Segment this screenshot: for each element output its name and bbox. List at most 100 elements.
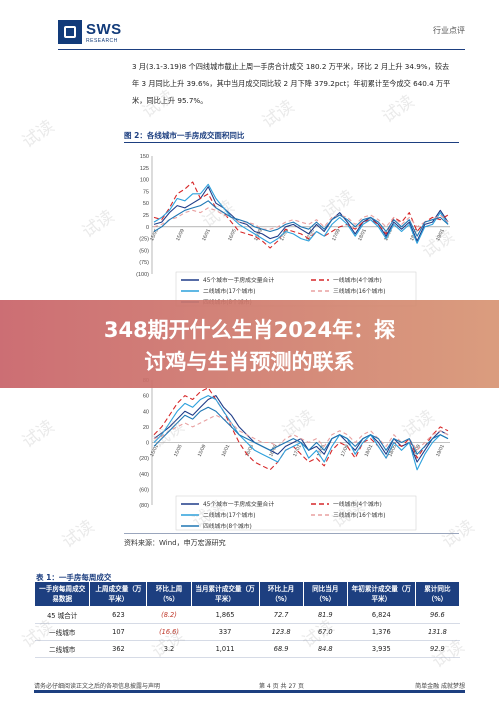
y-tick-label: 60 [143,394,149,400]
series-line [153,395,449,471]
y-tick-label: 125 [140,166,149,172]
y-tick-label: 150 [140,154,149,160]
table-cell: 一线城市 [34,623,90,641]
table-cell: 1,011 [191,640,259,658]
footer-page-number: 第 4 页 共 27 页 [259,683,304,690]
legend-label: 二线城市(17个城市) [203,287,255,295]
y-tick-label: 0 [146,225,149,231]
footer-slogan: 简单金融 成就梦想 [415,683,465,690]
section-label: 行业点评 [433,26,465,35]
x-tick-label: 18/05 [387,444,398,458]
legend-label: 三线城市(16个城市) [333,511,385,519]
header-divider [58,49,465,50]
x-tick-label: 17/09 [331,228,342,242]
table-cell: 81.9 [303,606,348,624]
x-tick-label: 17/05 [305,228,316,242]
y-tick-label: 50 [143,201,149,207]
x-tick-label: 15/05 [173,444,184,458]
legend-box [175,495,417,531]
legend-label: 一线城市(4个城市) [333,276,382,284]
table-cell: (16.6) [146,623,192,641]
y-tick-label: (75) [139,260,149,266]
y-tick-label: 20 [143,425,149,431]
table-header-cell: 累计同比（%） [414,581,461,607]
watermark-text: 试读 [18,416,59,453]
y-tick-label: (25) [139,237,149,243]
x-tick-label: 16/09 [253,228,264,242]
series-line [153,186,449,242]
table-header-cell: 环比上周（%） [146,581,192,607]
table-cell: 6,824 [347,606,416,624]
source-note: 资料来源：Wind，申万宏源研究 [124,539,226,547]
sws-logo: SWS RESEARCH [58,20,122,48]
y-tick-label: 40 [143,409,149,415]
logo-brand: SWS [86,21,122,38]
body-paragraph: 3 月(3.1-3.19)8 个四线城市截止上周一手房合计成交 180.2 万平… [132,62,451,105]
x-tick-label: 15/09 [175,228,186,242]
yoy-chart-2: 806040200(20)(40)(60)(80)15/0115/0515/09… [139,378,450,531]
legend-label: 一线城市(4个城市) [333,500,382,508]
x-tick-label: 19/01 [435,228,446,242]
legend-label: 45个城市一手房成交量合计 [203,276,274,284]
table-header-cell: 当月累计成交量（万平米） [190,581,260,607]
table-header-cell: 同比当月（%） [302,581,348,607]
table-header-cell: 上周成交量（万平米） [89,581,148,607]
series-line [153,207,449,230]
footer-disclaimer: 请务必仔细阅读正文之后的各项信息披露与声明 [34,683,161,690]
legend-label: 三线城市(16个城市) [333,287,385,295]
table-cell: 3.2 [146,640,192,658]
table-cell: 二线城市 [34,640,90,658]
y-tick-label: 75 [143,189,149,195]
banner-headline: 348期开什么生肖2024年：探 讨鸡与生肖预测的联系 [0,314,499,378]
series-line [153,414,449,451]
watermark-text: 试读 [78,206,119,243]
table-cell: 45 城合计 [34,606,90,624]
weekly-transactions-table: 一手房每周成交易数据 上周成交量（万平米） 环比上周（%） 当月累计成交量（万平米）环… [33,581,461,658]
x-tick-label: 15/05 [149,228,160,242]
x-tick-label: 18/09 [411,444,422,458]
watermark-text: 试读 [58,516,99,553]
x-tick-label: 15/01 [149,444,160,458]
series-line [153,181,449,249]
x-tick-label: 16/01 [201,228,212,242]
table-row: 一线城市 107 (16.6) 337 123.8 67.0 1,376 131.8 [34,623,460,641]
table-row: 45 城合计 623 (8.2) 1,865 72.7 81.9 6,824 96.6 [34,606,460,624]
table-cell: 92.9 [415,640,460,658]
y-tick-label: (80) [139,503,149,509]
figure-title: 图 2：各线城市一手房成交面积同比 [124,131,245,140]
x-tick-label: 17/01 [292,444,303,458]
table-header-cell: 一手房每周成交易数据 [33,581,91,607]
y-tick-label: (60) [139,487,149,493]
figure-title-divider [124,142,459,143]
table-cell: 84.8 [303,640,348,658]
y-tick-label: 0 [146,441,149,447]
table-cell: 67.0 [303,623,348,641]
x-tick-label: 16/09 [268,444,279,458]
table-cell: (8.2) [146,606,192,624]
table-row: 二线城市 362 3.2 1,011 68.9 84.8 3,935 92.9 [34,640,460,658]
y-tick-label: (20) [139,456,149,462]
title-banner [0,300,499,388]
series-line [153,200,449,237]
table-cell: 131.8 [415,623,460,641]
table-cell: 96.6 [415,606,460,624]
x-tick-label: 18/01 [357,228,368,242]
series-line [153,387,449,471]
x-tick-label: 18/01 [364,444,375,458]
legend-label: 45个城市一手房成交量合计 [203,500,274,508]
logo-mark-icon [58,20,82,44]
series-line [153,183,449,244]
logo-sub: RESEARCH [86,38,118,44]
x-tick-label: 15/09 [197,444,208,458]
table-header-cell: 年初累计成交量（万平米） [346,581,416,607]
table-title: 表 1：一手房每周成交 [36,573,112,582]
x-tick-label: 19/01 [435,444,446,458]
x-tick-label: 17/01 [279,228,290,242]
table-cell: 123.8 [259,623,304,641]
watermark-text: 试读 [18,116,59,153]
table-cell: 3,935 [347,640,416,658]
y-tick-label: (40) [139,472,149,478]
table-cell: 362 [89,640,147,658]
table-cell: 623 [89,606,147,624]
